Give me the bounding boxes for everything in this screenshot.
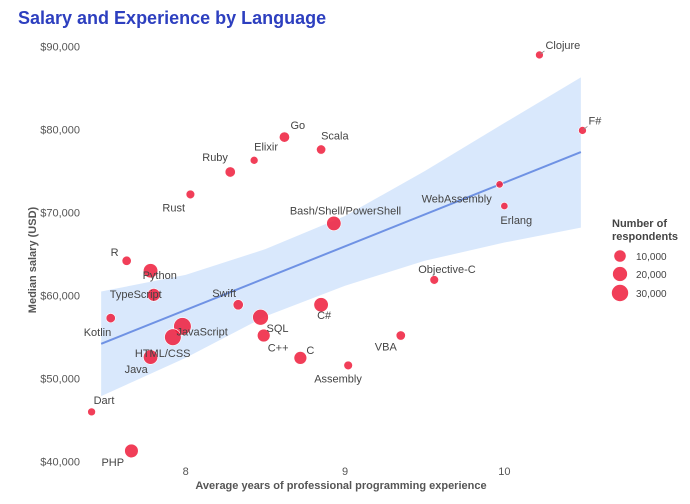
legend-title-line-1: respondents: [612, 231, 678, 243]
point-go: [278, 131, 290, 143]
point-r: [121, 255, 132, 266]
legend-marker-1: [612, 266, 628, 282]
label-python: Python: [143, 270, 177, 282]
y-tick-label-3: $70,000: [40, 208, 80, 220]
point-bash-shell-powershell: [326, 215, 342, 231]
leader-f-: [583, 126, 588, 130]
label-ruby: Ruby: [202, 152, 228, 164]
point-labels: Clojure F# Go Scala Elixir Ruby Rust WebAssembl…: [84, 40, 602, 469]
axis-ticks: $40,000 $50,000 $60,000 $70,000 $80,000 $90,0…: [40, 42, 510, 478]
y-axis-title: Median salary (USD): [27, 206, 39, 313]
label-swift: Swift: [212, 288, 236, 300]
label-objective-c: Objective-C: [418, 264, 476, 276]
point-rust: [185, 189, 196, 200]
point-c: [293, 351, 308, 365]
point-objective-c: [429, 275, 439, 285]
y-tick-label-2: $60,000: [40, 291, 80, 303]
y-tick-label-5: $90,000: [40, 42, 80, 54]
point-php: [124, 443, 139, 459]
legend-label-0: 10,000: [636, 252, 667, 263]
y-tick-label-4: $80,000: [40, 125, 80, 137]
x-tick-label-0: 8: [183, 466, 189, 478]
point-elixir: [249, 156, 259, 165]
confidence-band-layer: [101, 77, 581, 397]
point-erlang: [500, 202, 509, 210]
label-javascript: JavaScript: [176, 326, 227, 338]
point-c-: [313, 297, 329, 313]
point-sql: [252, 309, 269, 326]
point-c-: [257, 328, 271, 343]
label-c-: C#: [317, 310, 332, 322]
point-java: [143, 349, 159, 365]
trend-line: [100, 151, 582, 345]
point-webassembly: [495, 180, 504, 189]
label-f-: F#: [588, 115, 602, 127]
point-dart: [87, 407, 96, 417]
label-webassembly: WebAssembly: [422, 193, 493, 205]
label-r: R: [111, 247, 119, 259]
label-scala: Scala: [321, 131, 349, 143]
point-scala: [316, 144, 327, 155]
x-tick-label-2: 10: [498, 466, 510, 478]
label-typescript: TypeScript: [110, 289, 162, 301]
label-clojure: Clojure: [545, 40, 580, 52]
y-tick-label-0: $40,000: [40, 457, 80, 469]
label-elixir: Elixir: [254, 141, 278, 153]
legend-marker-2: [611, 284, 629, 302]
chart-title: Salary and Experience by Language: [18, 8, 327, 28]
x-axis-title: Average years of professional programmin…: [195, 480, 486, 492]
label-sql: SQL: [267, 323, 289, 335]
legend-label-1: 20,000: [636, 270, 667, 281]
label-rust: Rust: [162, 202, 185, 214]
point-swift: [232, 299, 244, 311]
legend-label-2: 30,000: [636, 289, 667, 300]
x-tick-label-1: 9: [342, 466, 348, 478]
point-ruby: [224, 166, 236, 178]
label-kotlin: Kotlin: [84, 327, 112, 339]
legend-marker-0: [613, 249, 627, 263]
data-points: [87, 50, 587, 459]
point-python: [143, 263, 159, 279]
point-assembly: [343, 360, 353, 371]
label-html-css: HTML/CSS: [135, 348, 191, 360]
point-html-css: [164, 328, 182, 346]
label-dart: Dart: [94, 395, 115, 407]
label-c: C: [306, 345, 314, 357]
legend-title-line-0: Number of: [612, 218, 667, 230]
trend-line-layer: [100, 151, 582, 345]
label-bash-shell-powershell: Bash/Shell/PowerShell: [290, 205, 401, 217]
label-assembly: Assembly: [314, 373, 362, 385]
leader-clojure: [540, 50, 545, 55]
label-java: Java: [125, 364, 149, 376]
point-kotlin: [105, 313, 116, 324]
label-c-: C++: [268, 343, 289, 355]
label-vba: VBA: [375, 342, 398, 354]
confidence-band: [101, 77, 581, 397]
y-tick-label-1: $50,000: [40, 374, 80, 386]
label-php: PHP: [101, 457, 124, 469]
label-go: Go: [290, 120, 305, 132]
label-erlang: Erlang: [500, 215, 532, 227]
point-vba: [395, 330, 406, 341]
point-typescript: [147, 288, 161, 302]
